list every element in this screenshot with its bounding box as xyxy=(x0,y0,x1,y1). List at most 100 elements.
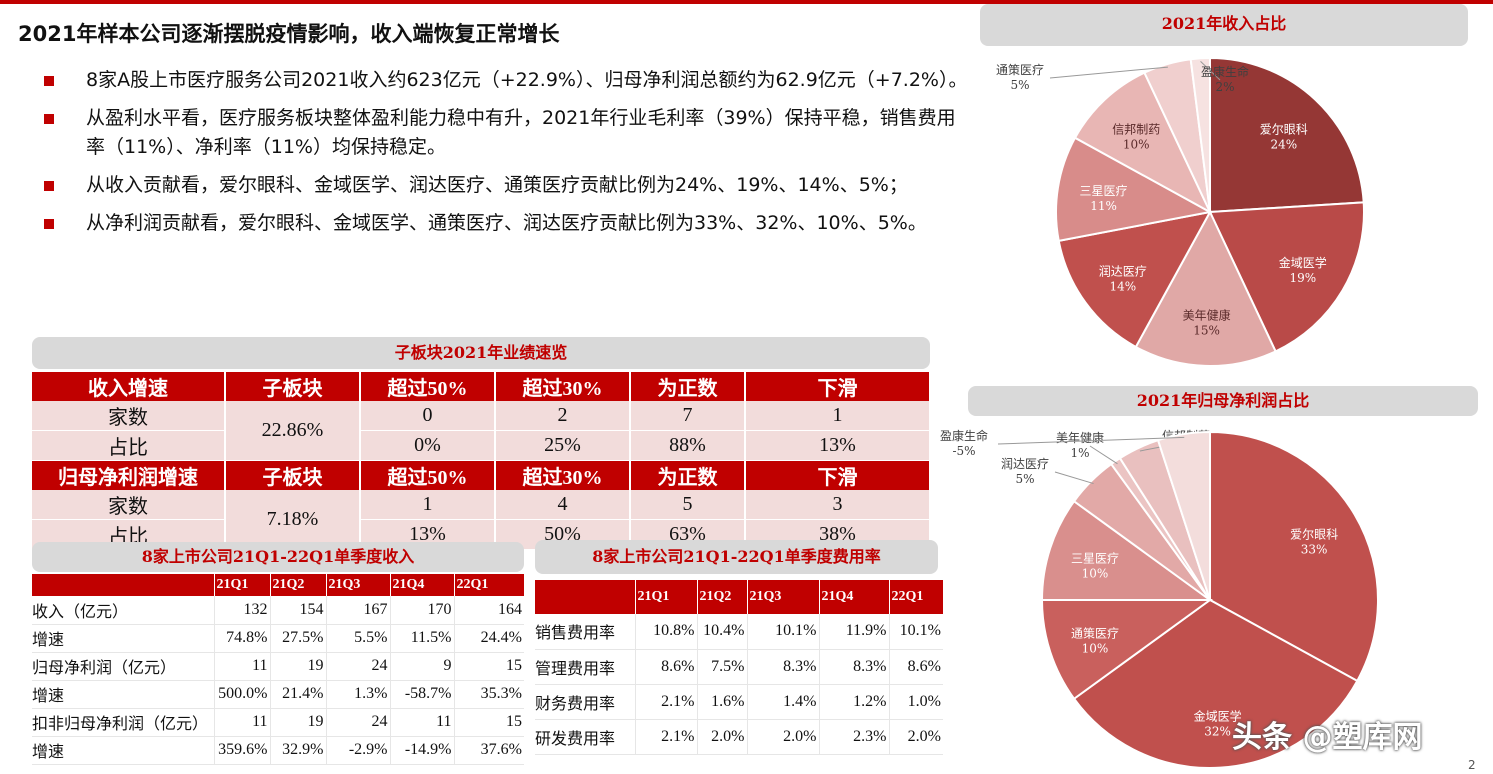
table-cell: 11 xyxy=(213,652,270,681)
pie-slice xyxy=(1209,430,1380,683)
row-label: 销售费用率 xyxy=(535,614,635,650)
table-header-row: 归母净利润增速 子板块 超过50% 超过30% 为正数 下滑 xyxy=(32,460,931,490)
leader-line xyxy=(997,436,1185,445)
perf-table: 收入增速 子板块 超过50% 超过30% 为正数 下滑 家数 22.86% 0 … xyxy=(32,372,931,550)
row-label: 增速 xyxy=(32,624,214,653)
slice-name-label: 盈康生命 xyxy=(940,428,988,443)
slice-value-label: 10% xyxy=(1123,137,1150,151)
table-cell: 9 xyxy=(389,652,454,681)
table-cell: -58.7% xyxy=(389,680,454,709)
perf-table-title: 子板块2021年业绩速览 xyxy=(32,337,930,369)
revenue-pie-title: 2021年收入占比 xyxy=(980,4,1468,46)
table-row: 增速 359.6% 32.9% -2.9% -14.9% 37.6% xyxy=(32,736,524,765)
table-cell: -2.9% xyxy=(325,736,390,765)
slice-value-label: 24% xyxy=(1270,137,1297,151)
table-row: 增速 74.8% 27.5% 5.5% 11.5% 24.4% xyxy=(32,624,524,653)
table-cell: 19 xyxy=(269,652,326,681)
leader-line xyxy=(1200,61,1221,81)
table-cell: 2.1% xyxy=(634,684,697,720)
leader-line xyxy=(1054,471,1094,485)
table-cell: 170 xyxy=(389,596,454,625)
bullet-square-icon xyxy=(44,181,54,191)
table-cell: 21.4% xyxy=(269,680,326,709)
table-cell: 10.4% xyxy=(696,614,747,650)
table-cell: 1.4% xyxy=(746,684,819,720)
bullet-item: 8家A股上市医疗服务公司2021收入约623亿元（+22.9%）、归母净利润总额… xyxy=(44,66,974,95)
table-cell: 2.0% xyxy=(746,719,819,755)
pie-slice xyxy=(1209,56,1365,214)
table-cell: 2.0% xyxy=(888,719,943,755)
table-cell: 10.1% xyxy=(888,614,943,650)
slice-name-label: 通策医疗 xyxy=(996,63,1044,77)
table-cell: 7.5% xyxy=(696,649,747,685)
row-label: 扣非归母净利润（亿元） xyxy=(32,708,214,737)
slice-value-label: -5% xyxy=(952,444,975,458)
bullet-square-icon xyxy=(44,114,54,124)
table-header-row: 收入增速 子板块 超过50% 超过30% 为正数 下滑 xyxy=(32,372,931,401)
slice-name-label: 润达医疗 xyxy=(1001,457,1049,471)
pie-slice xyxy=(1134,209,1277,367)
quarterly-expense-table: 21Q1 21Q2 21Q3 21Q4 22Q1 销售费用率 10.8% 10.4%… xyxy=(535,580,944,755)
table-header-row: 21Q1 21Q2 21Q3 21Q4 22Q1 xyxy=(32,574,525,596)
top-accent-line xyxy=(0,0,1493,4)
table-cell: 10.1% xyxy=(746,614,819,650)
table-row: 占比 13% 50% 63% 38% xyxy=(32,519,931,550)
slice-name-label: 三星医疗 xyxy=(1080,184,1128,198)
page-title: 2021年样本公司逐渐摆脱疫情影响，收入端恢复正常增长 xyxy=(18,22,560,46)
slice-name-label: 爱尔眼科 xyxy=(1290,526,1338,541)
table-cell: 8.3% xyxy=(818,649,889,685)
table-cell: 11 xyxy=(213,708,270,737)
table-cell: 27.5% xyxy=(269,624,326,653)
row-label: 收入（亿元） xyxy=(32,596,214,625)
slice-value-label: 14% xyxy=(1109,279,1136,293)
slice-value-label: 32% xyxy=(1204,725,1231,739)
profit-pie-title: 2021年归母净利润占比 xyxy=(968,386,1478,416)
table-row: 管理费用率 8.6% 7.5% 8.3% 8.3% 8.6% xyxy=(535,649,943,685)
page-number: 2 xyxy=(1468,758,1476,772)
table-cell: 15 xyxy=(453,652,524,681)
table-cell: 15 xyxy=(453,708,524,737)
table-cell: 1.3% xyxy=(325,680,390,709)
table-row: 增速 500.0% 21.4% 1.3% -58.7% 35.3% xyxy=(32,680,524,709)
table-row: 销售费用率 10.8% 10.4% 10.1% 11.9% 10.1% xyxy=(535,614,943,650)
table-header-row: 21Q1 21Q2 21Q3 21Q4 22Q1 xyxy=(535,580,944,614)
table-row: 家数 22.86% 0 2 7 1 xyxy=(32,401,931,461)
slice-value-label: 11% xyxy=(1090,199,1117,213)
table-cell: 11.5% xyxy=(389,624,454,653)
slice-value-label: 10% xyxy=(1082,567,1109,581)
slice-name-label: 金域医学 xyxy=(1194,709,1242,724)
slice-value-label: 19% xyxy=(1289,271,1316,285)
slice-value-label: 10% xyxy=(1082,641,1109,655)
profit-pie-chart: 爱尔眼科33%金域医学32%通策医疗10%三星医疗10%润达医疗5%美年健康1%… xyxy=(940,428,1380,770)
table-cell: 32.9% xyxy=(269,736,326,765)
slice-value-label: 33% xyxy=(1301,542,1328,556)
table-row: 占比 0% 25% 88% 13% xyxy=(32,430,931,461)
table-cell: 35.3% xyxy=(453,680,524,709)
bullet-item: 从净利润贡献看，爱尔眼科、金域医学、通策医疗、润达医疗贡献比例为33%、32%、… xyxy=(44,209,974,238)
table-row: 收入（亿元） 132 154 167 170 164 xyxy=(32,596,524,625)
table-cell: 359.6% xyxy=(213,736,270,765)
table-cell: 11 xyxy=(389,708,454,737)
slice-value-label: 15% xyxy=(1193,324,1220,338)
table-cell: 154 xyxy=(269,596,326,625)
table-cell: 11.9% xyxy=(818,614,889,650)
table-cell: 10.8% xyxy=(634,614,697,650)
table-cell: 2.3% xyxy=(818,719,889,755)
table-cell: 2.1% xyxy=(634,719,697,755)
table-row: 家数 7.18% 1 4 5 3 xyxy=(32,490,931,550)
table-cell: 8.6% xyxy=(888,649,943,685)
row-label: 增速 xyxy=(32,680,214,709)
table-cell: 1.0% xyxy=(888,684,943,720)
table-row: 研发费用率 2.1% 2.0% 2.0% 2.3% 2.0% xyxy=(535,719,943,755)
slice-name-label: 金域医学 xyxy=(1279,255,1327,270)
table-cell: 5.5% xyxy=(325,624,390,653)
pie-slice xyxy=(1072,598,1359,770)
table-cell: 2.0% xyxy=(696,719,747,755)
slice-name-label: 盈康生命 xyxy=(1201,64,1249,79)
bullet-square-icon xyxy=(44,76,54,86)
quarterly-revenue-table: 21Q1 21Q2 21Q3 21Q4 22Q1 收入（亿元） 132 154 167… xyxy=(32,574,525,765)
quarterly-expense-title: 8家上市公司21Q1-22Q1单季度费用率 xyxy=(535,540,938,574)
slice-value-label: 5% xyxy=(1010,78,1029,92)
watermark: 头条 @塑库网 xyxy=(1232,720,1423,755)
